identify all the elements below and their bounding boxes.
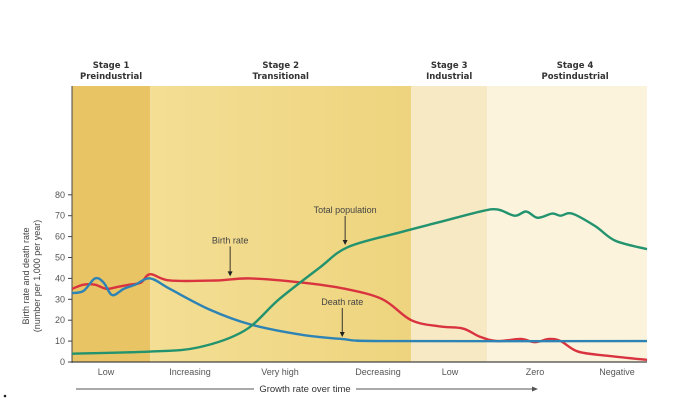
x-category-label: Increasing: [169, 367, 211, 377]
y-tick-label: 40: [55, 273, 65, 283]
x-category-label: Decreasing: [355, 367, 401, 377]
x-category-label: Low: [98, 367, 115, 377]
y-tick-label: 0: [60, 357, 65, 367]
annotation-arrowhead: [339, 332, 345, 338]
stage-title: Stage 4: [557, 61, 594, 71]
stage-title: Stage 3: [431, 61, 468, 71]
series-line: [71, 273, 648, 362]
y-tick-label: 80: [55, 190, 65, 200]
annotation-arrowhead: [227, 271, 233, 277]
stage-band-4: [487, 86, 647, 362]
y-tick-label: 20: [55, 315, 65, 325]
annotation-arrowhead: [342, 240, 348, 246]
stage-title: Stage 2: [262, 61, 299, 71]
y-axis-label-line2: (number per 1,000 per year): [32, 220, 42, 333]
stage-band-1: [72, 86, 151, 362]
stage-band-2: [150, 86, 412, 362]
stage-name: Postindustrial: [541, 72, 608, 82]
y-tick-label: 30: [55, 294, 65, 304]
series-death-rate: [71, 276, 648, 343]
stage-title: Stage 1: [93, 61, 130, 71]
y-axis-label-line1: Birth rate and death rate: [21, 227, 31, 324]
x-category-label: Very high: [261, 367, 299, 377]
y-tick-label: 60: [55, 232, 65, 242]
stage-name: Industrial: [426, 72, 472, 82]
x-axis-arrowhead: [532, 386, 538, 392]
y-tick-label: 70: [55, 211, 65, 221]
series-birth-rate: [71, 273, 648, 362]
series-line: [71, 276, 648, 343]
stage-band-3: [411, 86, 488, 362]
y-tick-label: 50: [55, 253, 65, 263]
x-category-label: Zero: [526, 367, 545, 377]
series-line: [71, 207, 648, 355]
stage-name: Transitional: [253, 72, 309, 82]
annotation-label: Death rate: [321, 297, 363, 307]
series-total-population: [71, 207, 648, 355]
stray-dot: [3, 394, 7, 398]
y-tick-label: 10: [55, 336, 65, 346]
x-category-label: Negative: [599, 367, 635, 377]
x-axis-label: Growth rate over time: [259, 384, 350, 395]
annotation-label: Total population: [314, 205, 377, 215]
annotation-label: Birth rate: [212, 235, 249, 245]
x-category-label: Low: [442, 367, 459, 377]
stage-name: Preindustrial: [80, 72, 142, 82]
